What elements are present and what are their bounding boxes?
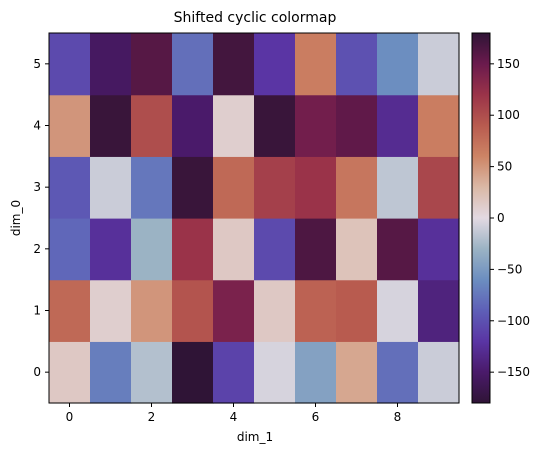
- heatmap-cell: [295, 94, 337, 157]
- heatmap-cell: [213, 218, 255, 281]
- heatmap-cell: [131, 341, 173, 404]
- x-tick-label: 2: [148, 410, 156, 424]
- heatmap-cell: [90, 341, 132, 404]
- heatmap-cell: [49, 341, 91, 404]
- heatmap-cell: [90, 94, 132, 157]
- heatmap-cell: [49, 279, 91, 342]
- heatmap-cell: [213, 341, 255, 404]
- colorbar-ticks: −150 −100 −50 0 50 100 150: [490, 57, 530, 379]
- y-tick-label: 0: [33, 365, 41, 379]
- heatmap-cell: [295, 279, 337, 342]
- heatmap-cell: [172, 94, 214, 157]
- heatmap-cell: [336, 341, 378, 404]
- heatmap-cell: [377, 33, 419, 96]
- heatmap-cell: [90, 156, 132, 219]
- heatmap-cell: [377, 341, 419, 404]
- x-axis-label: dim_1: [237, 430, 273, 444]
- plot-frame: [48, 32, 460, 404]
- heatmap-cell: [131, 279, 173, 342]
- heatmap-cell: [213, 156, 255, 219]
- y-tick-label: 5: [33, 57, 41, 71]
- heatmap-cell: [377, 94, 419, 157]
- heatmap-cell: [418, 156, 460, 219]
- heatmap-cell: [90, 279, 132, 342]
- x-tick-label: 6: [312, 410, 320, 424]
- heatmap-cell: [49, 33, 91, 96]
- colorbar-tick-label: 100: [497, 108, 520, 122]
- heatmap-cell: [90, 33, 132, 96]
- heatmap-cell: [254, 156, 296, 219]
- y-tick-label: 2: [33, 242, 41, 256]
- heatmap-cell: [295, 341, 337, 404]
- heatmap-cell: [336, 279, 378, 342]
- heatmap-cell: [254, 218, 296, 281]
- y-tick-label: 3: [33, 180, 41, 194]
- heatmap-cell: [418, 218, 460, 281]
- y-tick-label: 4: [33, 119, 41, 133]
- heatmap-cell: [418, 94, 460, 157]
- heatmap-cell: [418, 279, 460, 342]
- heatmap-cell: [336, 94, 378, 157]
- x-tick-label: 4: [230, 410, 238, 424]
- heatmap-cell: [49, 94, 91, 157]
- colorbar: [471, 32, 491, 404]
- heatmap-cell: [172, 218, 214, 281]
- heatmap-cell: [295, 218, 337, 281]
- heatmap-cell: [336, 218, 378, 281]
- x-axis-ticks: 0 2 4 6 8: [66, 403, 402, 424]
- heatmap-cell: [131, 218, 173, 281]
- heatmap-cell: [377, 279, 419, 342]
- heatmap-cell: [172, 279, 214, 342]
- heatmap-cell: [172, 156, 214, 219]
- x-tick-label: 8: [394, 410, 402, 424]
- colorbar-tick-label: −100: [497, 314, 530, 328]
- heatmap-cell: [131, 156, 173, 219]
- y-axis-ticks: 0 1 2 3 4 5: [33, 57, 49, 379]
- colorbar-tick-label: 0: [497, 211, 505, 225]
- y-axis-label: dim_0: [9, 200, 23, 236]
- heatmap-cell: [131, 33, 173, 96]
- chart-title: Shifted cyclic colormap: [174, 10, 337, 26]
- heatmap-cell: [295, 156, 337, 219]
- heatmap-cell: [336, 33, 378, 96]
- heatmap-cell: [49, 156, 91, 219]
- heatmap-cell: [131, 94, 173, 157]
- heatmap-cell: [377, 156, 419, 219]
- heatmap-cell: [49, 218, 91, 281]
- heatmap-cell: [213, 94, 255, 157]
- colorbar-tick-label: 150: [497, 57, 520, 71]
- heatmap-cell: [418, 33, 460, 96]
- heatmap-cell: [254, 94, 296, 157]
- heatmap-cell: [254, 33, 296, 96]
- colorbar-tick-label: −150: [497, 365, 530, 379]
- heatmap-cells: [49, 33, 460, 404]
- heatmap-cell: [254, 341, 296, 404]
- colorbar-tick-label: −50: [497, 262, 522, 276]
- heatmap-cell: [254, 279, 296, 342]
- heatmap-cell: [336, 156, 378, 219]
- heatmap-cell: [90, 218, 132, 281]
- heatmap-cell: [213, 279, 255, 342]
- heatmap-cell: [172, 33, 214, 96]
- heatmap-cell: [295, 33, 337, 96]
- heatmap-cell: [172, 341, 214, 404]
- y-tick-label: 1: [33, 304, 41, 318]
- heatmap-cell: [213, 33, 255, 96]
- heatmap-cell: [418, 341, 460, 404]
- x-tick-label: 0: [66, 410, 74, 424]
- heatmap-cell: [377, 218, 419, 281]
- colorbar-tick-label: 50: [497, 160, 512, 174]
